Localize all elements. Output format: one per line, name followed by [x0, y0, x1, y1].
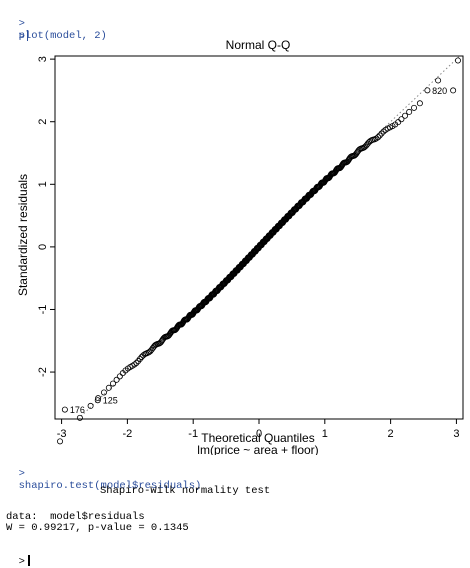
- data-point-labeled: [94, 397, 101, 404]
- x-tick-label: -1: [188, 428, 198, 440]
- data-points-group: [57, 57, 461, 445]
- y-axis-label: Standardized residuals: [16, 174, 30, 296]
- text-caret: [27, 555, 30, 566]
- prompt-symbol: >: [18, 18, 25, 30]
- text-caret: [26, 30, 28, 41]
- data-point: [406, 108, 413, 115]
- data-point: [133, 359, 140, 366]
- x-axis-label: Theoretical Quantiles: [201, 431, 314, 445]
- data-point: [398, 116, 405, 123]
- x-tick-label: -3: [57, 428, 67, 440]
- prompt-symbol: >: [18, 468, 25, 480]
- data-point: [435, 77, 442, 84]
- data-point: [156, 340, 163, 347]
- data-point: [380, 128, 387, 135]
- x-tick-label: -2: [122, 428, 132, 440]
- prompt-symbol: >: [18, 556, 25, 568]
- data-point: [116, 373, 123, 380]
- test-result-line: W = 0.99217, p-value = 0.1345: [6, 522, 189, 534]
- x-tick-label: 2: [388, 428, 394, 440]
- data-point: [416, 100, 423, 107]
- data-point: [135, 358, 142, 365]
- y-axis: -2 -1 0 1 2 3: [37, 56, 55, 377]
- chart-subtitle: lm(price ~ area + floor): [197, 443, 318, 455]
- prompt-symbol: >: [18, 31, 25, 43]
- plot-frame: [54, 55, 464, 420]
- data-point: [131, 361, 138, 368]
- x-tick-label: 0: [256, 428, 262, 440]
- qq-plot: Normal Q-Q 820 125 176 -3 -2 -1 0 1 2 3 -2 -1 0 1 2 3…: [16, 38, 464, 455]
- console-command: plot(model, 2): [18, 30, 107, 42]
- data-point: [454, 57, 461, 64]
- data-point: [109, 380, 116, 387]
- data-point: [105, 384, 112, 391]
- chart-title: Normal Q-Q: [226, 38, 291, 52]
- console-line-command1: > plot(model, 2): [6, 6, 107, 42]
- test-data-line: data: model$residuals: [6, 511, 145, 523]
- point-label: 176: [70, 405, 85, 415]
- data-point: [100, 389, 107, 396]
- point-labels-group: 820 125 176: [70, 86, 447, 415]
- point-label: 125: [103, 396, 118, 406]
- y-tick-label: 2: [37, 119, 49, 125]
- data-point-labeled: [450, 87, 457, 94]
- data-point: [136, 355, 143, 362]
- data-point: [95, 395, 102, 402]
- console-command: shapiro.test(model$residuals): [18, 480, 202, 492]
- data-point: [87, 402, 94, 409]
- data-point-labeled: [61, 406, 68, 413]
- y-tick-label: 1: [37, 181, 49, 187]
- point-label: 820: [432, 86, 447, 96]
- data-point: [411, 104, 418, 111]
- console-line-command2: > shapiro.test(model$residuals): [6, 456, 202, 492]
- data-point: [57, 438, 64, 445]
- y-tick-label: 0: [37, 244, 49, 250]
- x-axis: -3 -2 -1 0 1 2 3: [57, 419, 459, 440]
- y-tick-label: 3: [37, 56, 49, 62]
- data-point: [376, 132, 383, 139]
- data-point: [76, 414, 83, 421]
- data-point: [113, 376, 120, 383]
- data-point: [375, 134, 382, 141]
- data-point: [402, 112, 409, 119]
- y-tick-label: -1: [37, 305, 49, 315]
- data-point: [424, 87, 431, 94]
- y-tick-label: -2: [37, 367, 49, 377]
- console-line-prompt-final[interactable]: >: [6, 543, 30, 568]
- data-point: [351, 152, 358, 159]
- x-tick-label: 1: [322, 428, 328, 440]
- x-tick-label: 3: [453, 428, 459, 440]
- data-point: [395, 119, 402, 126]
- data-point: [378, 130, 385, 137]
- console-line-prompt[interactable]: >: [6, 18, 28, 43]
- data-point: [373, 135, 380, 142]
- data-point: [140, 352, 147, 359]
- test-title: Shapiro-Wilk normality test: [100, 485, 271, 497]
